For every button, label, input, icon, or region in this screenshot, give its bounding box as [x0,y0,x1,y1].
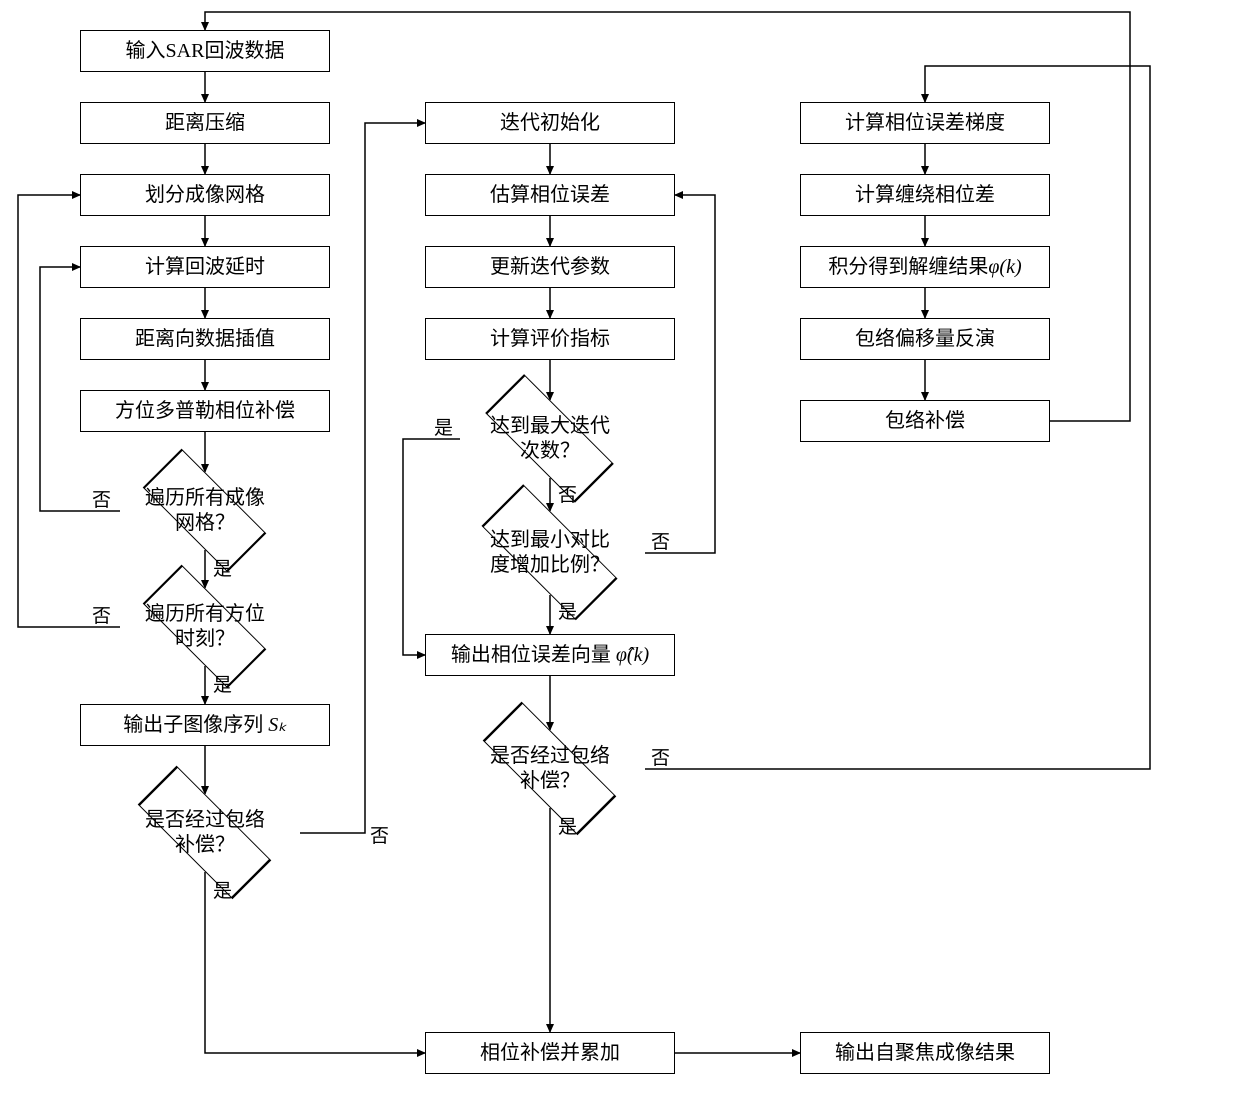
node-label: 计算回波延时 [145,254,265,280]
edge-label: 是 [558,597,577,624]
node-label: 达到最大迭代次数？ [480,414,620,464]
edge-label: 否 [558,480,577,507]
node-label: 距离压缩 [165,110,245,136]
node-label: 划分成像网格 [145,182,265,208]
node-label: 是否经过包络补偿？ [131,808,279,858]
decision-envelope-comp-2: 是否经过包络补偿？ [455,730,645,808]
node-phase-grad: 计算相位误差梯度 [800,102,1050,144]
node-calc-metric: 计算评价指标 [425,318,675,360]
node-doppler-comp: 方位多普勒相位补偿 [80,390,330,432]
node-update-params: 更新迭代参数 [425,246,675,288]
edge-label: 否 [370,821,389,848]
edge-label: 否 [651,743,670,770]
node-label: 估算相位误差 [490,182,610,208]
node-phase-comp-accum: 相位补偿并累加 [425,1032,675,1074]
node-label: 包络补偿 [885,408,965,434]
node-input-sar: 输入SAR回波数据 [80,30,330,72]
node-output-subimg: 输出子图像序列 Sₖ [80,704,330,746]
node-label: 计算相位误差梯度 [845,110,1005,136]
node-grid-divide: 划分成像网格 [80,174,330,216]
node-integrate-unwrap: 积分得到解缠结果φ(k) [800,246,1050,288]
edge-label: 是 [213,554,232,581]
node-label: 输入SAR回波数据 [126,38,285,64]
edge-label: 否 [92,601,111,628]
node-label: 遍历所有成像网格？ [139,486,272,536]
node-label: 遍历所有方位时刻？ [139,602,272,652]
node-echo-delay: 计算回波延时 [80,246,330,288]
node-label: 是否经过包络补偿？ [476,744,624,794]
edge-label: 否 [92,485,111,512]
node-est-phase-err: 估算相位误差 [425,174,675,216]
node-label: 迭代初始化 [500,110,600,136]
node-iter-init: 迭代初始化 [425,102,675,144]
edge-label: 是 [213,876,232,903]
node-label: 距离向数据插值 [135,326,275,352]
node-label: 输出自聚焦成像结果 [835,1040,1015,1066]
node-output-phase-vec: 输出相位误差向量 φ̂(k) [425,634,675,676]
node-label: 方位多普勒相位补偿 [115,398,295,424]
node-label: 相位补偿并累加 [480,1040,620,1066]
decision-min-contrast: 达到最小对比度增加比例？ [455,511,645,595]
decision-all-grids: 遍历所有成像网格？ [120,472,290,550]
decision-all-azimuth: 遍历所有方位时刻？ [120,588,290,666]
decision-envelope-comp-1: 是否经过包络补偿？ [110,794,300,872]
edge-label: 是 [558,812,577,839]
edge-label: 否 [651,527,670,554]
node-output-result: 输出自聚焦成像结果 [800,1032,1050,1074]
node-label: 计算评价指标 [490,326,610,352]
node-range-interp: 距离向数据插值 [80,318,330,360]
node-label: 积分得到解缠结果φ(k) [828,254,1021,280]
node-label: 达到最小对比度增加比例？ [476,528,624,578]
decision-max-iter: 达到最大迭代次数？ [460,400,640,478]
node-envelope-inv: 包络偏移量反演 [800,318,1050,360]
edge-label: 是 [434,413,453,440]
node-label: 计算缠绕相位差 [855,182,995,208]
node-label: 输出子图像序列 Sₖ [123,712,287,738]
node-wrapped-diff: 计算缠绕相位差 [800,174,1050,216]
node-envelope-comp: 包络补偿 [800,400,1050,442]
node-label: 包络偏移量反演 [855,326,995,352]
node-range-compress: 距离压缩 [80,102,330,144]
node-label: 输出相位误差向量 φ̂(k) [451,642,649,668]
edge-label: 是 [213,670,232,697]
node-label: 更新迭代参数 [490,254,610,280]
